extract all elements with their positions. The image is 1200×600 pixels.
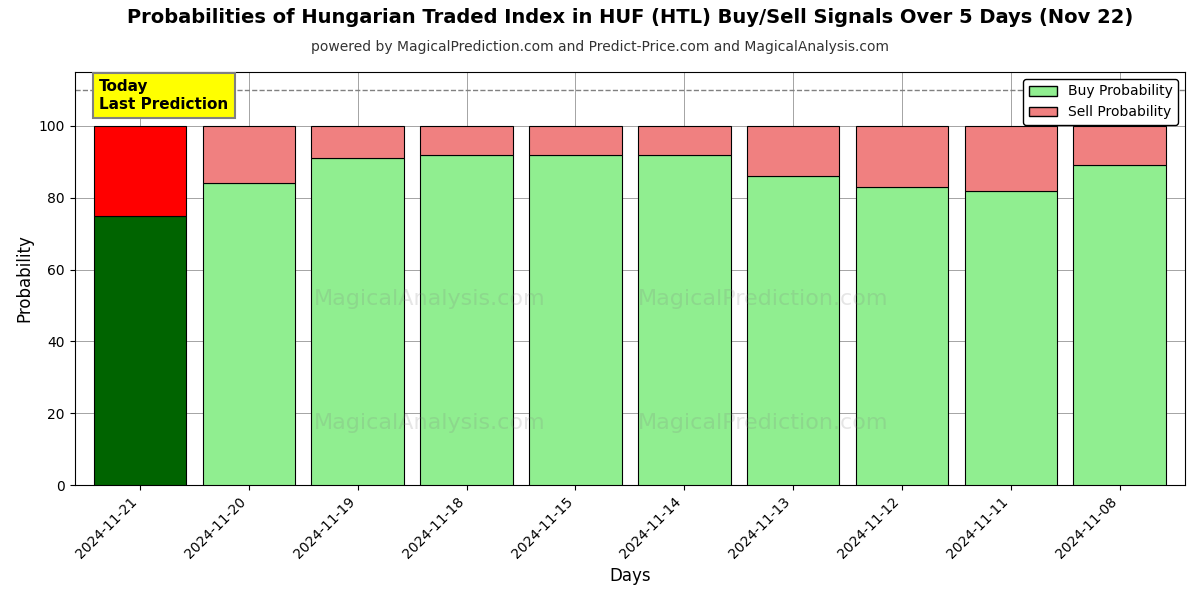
Text: MagicalAnalysis.com: MagicalAnalysis.com: [314, 289, 546, 309]
Bar: [203, 126, 295, 184]
Bar: [856, 126, 948, 187]
Bar: [1074, 126, 1166, 166]
Title: Probabilities of Hungarian Traded Index in HUF (HTL) Buy/Sell Signals Over 5 Day: Probabilities of Hungarian Traded Index …: [127, 8, 1133, 28]
Bar: [529, 126, 622, 155]
Bar: [638, 155, 731, 485]
Legend: Buy Probability, Sell Probability: Buy Probability, Sell Probability: [1024, 79, 1178, 125]
Bar: [638, 126, 731, 155]
Bar: [1074, 166, 1166, 485]
Bar: [94, 215, 186, 485]
Text: MagicalPrediction.com: MagicalPrediction.com: [638, 413, 888, 433]
Bar: [203, 184, 295, 485]
Bar: [529, 155, 622, 485]
Bar: [312, 158, 404, 485]
Bar: [420, 126, 512, 155]
Bar: [94, 126, 186, 215]
Text: MagicalPrediction.com: MagicalPrediction.com: [638, 289, 888, 309]
Text: powered by MagicalPrediction.com and Predict-Price.com and MagicalAnalysis.com: powered by MagicalPrediction.com and Pre…: [311, 40, 889, 54]
Bar: [420, 155, 512, 485]
Text: MagicalAnalysis.com: MagicalAnalysis.com: [314, 413, 546, 433]
Bar: [965, 126, 1057, 191]
Bar: [856, 187, 948, 485]
Text: Today
Last Prediction: Today Last Prediction: [100, 79, 228, 112]
Bar: [312, 126, 404, 158]
Bar: [965, 191, 1057, 485]
X-axis label: Days: Days: [610, 567, 650, 585]
Y-axis label: Probability: Probability: [16, 235, 34, 322]
Bar: [746, 126, 839, 176]
Bar: [746, 176, 839, 485]
